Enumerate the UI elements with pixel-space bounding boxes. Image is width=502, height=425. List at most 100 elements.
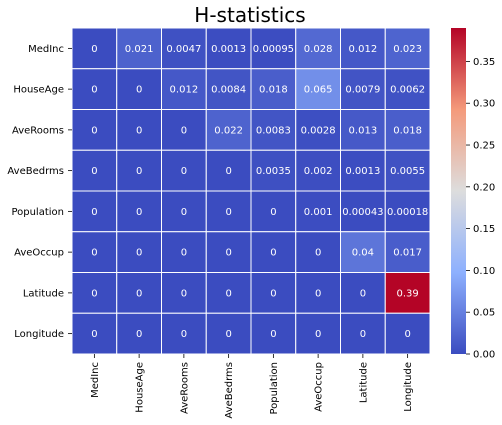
- y-tick-labels: MedInc HouseAge AveRooms AveBedrms Populatio…: [7, 44, 72, 340]
- y-tick-label: AveOccup: [14, 248, 64, 259]
- x-tick-label: Latitude: [358, 362, 369, 403]
- heatmap-cell: [250, 231, 297, 273]
- cell-value-label: 0: [315, 248, 321, 259]
- chart-title: H-statistics: [194, 3, 305, 27]
- cell-value-label: 0.39: [396, 288, 418, 299]
- cell-value-label: 0.023: [393, 44, 422, 55]
- heatmap-cell: [340, 272, 386, 314]
- colorbar-tick-label: 0.05: [473, 308, 495, 319]
- heatmap-cell: [340, 231, 386, 273]
- cell-value-label: 0: [91, 85, 97, 96]
- y-tick-label: MedInc: [28, 44, 64, 55]
- cell-value-label: 0: [181, 248, 187, 259]
- heatmap-cell: [384, 272, 431, 314]
- heatmap-cell: [384, 27, 431, 70]
- cell-value-label: 0.0055: [390, 166, 425, 177]
- heatmap-cell: [384, 68, 431, 110]
- heatmap-cell: [161, 272, 207, 314]
- cell-value-label: 0.012: [170, 85, 199, 96]
- x-tick-label: HouseAge: [135, 362, 146, 413]
- heatmap-cell: [384, 312, 431, 355]
- cell-value-label: 0.0035: [256, 166, 291, 177]
- cell-value-label: 0.001: [304, 207, 333, 218]
- colorbar-tick-label: 0.35: [473, 57, 495, 68]
- heatmap-cell: [116, 109, 162, 151]
- heatmap-cell: [161, 109, 207, 151]
- heatmap-cell: [250, 190, 297, 233]
- cell-value-label: 0.0047: [166, 44, 201, 55]
- heatmap-cell: [295, 68, 341, 110]
- cell-value-label: 0: [360, 288, 366, 299]
- cell-value-label: 0: [404, 329, 410, 340]
- cell-value-label: 0.0083: [256, 125, 291, 136]
- heatmap-cell: [250, 312, 297, 355]
- colorbar-tick-label: 0.25: [473, 141, 495, 152]
- cell-value-label: 0: [91, 207, 97, 218]
- colorbar-tick-label: 0.10: [473, 266, 495, 277]
- heatmap-cell: [71, 27, 118, 70]
- cell-value-label: 0.04: [352, 248, 374, 259]
- cell-value-label: 0: [91, 288, 97, 299]
- cell-value-label: 0.002: [304, 166, 333, 177]
- colorbar-tick-label: 0.00: [473, 350, 495, 361]
- heatmap-cell: [116, 231, 162, 273]
- cell-value-label: 0.0013: [345, 166, 380, 177]
- heatmap-cell: [340, 149, 386, 192]
- colorbar-tick-label: 0.15: [473, 224, 495, 235]
- heatmap-cell: [116, 27, 162, 70]
- cell-value-label: 0.0079: [345, 85, 380, 96]
- cell-value-label: 0: [136, 125, 142, 136]
- cell-value-label: 0: [91, 248, 97, 259]
- heatmap-cell: [205, 109, 252, 151]
- cell-value-label: 0: [181, 329, 187, 340]
- heatmap-cell: [161, 149, 207, 192]
- x-tick-label: AveOccup: [314, 362, 325, 412]
- cell-value-label: 0: [136, 207, 142, 218]
- cell-value-label: 0: [181, 288, 187, 299]
- heatmap-cell: [295, 27, 341, 70]
- y-tick-label: HouseAge: [13, 85, 64, 96]
- cell-value-label: 0.0062: [390, 85, 425, 96]
- cell-value-label: 0.00018: [387, 207, 428, 218]
- heatmap-cells: 0 0.021 0.0047 0.0013 0.00095 0.028 0.012 0.023…: [71, 27, 431, 355]
- cell-value-label: 0.018: [393, 125, 422, 136]
- heatmap-cell: [250, 272, 297, 314]
- x-tick-label: Population: [269, 362, 280, 415]
- colorbar-tick-label: 0.20: [473, 182, 495, 193]
- heatmap-cell: [250, 109, 297, 151]
- heatmap-cell: [161, 231, 207, 273]
- heatmap-cell: [295, 109, 341, 151]
- x-tick-labels: MedInc HouseAge AveRooms AveBedrms Populatio…: [90, 354, 414, 419]
- heatmap-cell: [340, 190, 386, 233]
- cell-value-label: 0: [225, 166, 231, 177]
- cell-value-label: 0: [315, 329, 321, 340]
- cell-value-label: 0: [181, 207, 187, 218]
- heatmap-cell: [250, 149, 297, 192]
- cell-value-label: 0.022: [214, 125, 243, 136]
- cell-value-label: 0: [181, 166, 187, 177]
- heatmap-cell: [71, 272, 118, 314]
- cell-value-label: 0.012: [349, 44, 378, 55]
- cell-value-label: 0.028: [304, 44, 333, 55]
- cell-value-label: 0: [136, 166, 142, 177]
- cell-value-label: 0.0084: [211, 85, 246, 96]
- cell-value-label: 0: [315, 288, 321, 299]
- cell-value-label: 0: [136, 288, 142, 299]
- colorbar-tick-label: 0.30: [473, 99, 495, 110]
- cell-value-label: 0: [91, 166, 97, 177]
- cell-value-label: 0: [270, 207, 276, 218]
- cell-value-label: 0.021: [125, 44, 154, 55]
- heatmap-cell: [205, 68, 252, 110]
- cell-value-label: 0: [270, 288, 276, 299]
- y-tick-label: Latitude: [23, 288, 64, 299]
- cell-value-label: 0: [181, 125, 187, 136]
- heatmap-cell: [116, 68, 162, 110]
- heatmap-cell: [384, 109, 431, 151]
- y-tick-label: AveRooms: [12, 125, 64, 136]
- cell-value-label: 0.013: [349, 125, 378, 136]
- x-tick-label: AveRooms: [179, 362, 190, 414]
- heatmap-cell: [205, 190, 252, 233]
- cell-value-label: 0.065: [304, 85, 333, 96]
- cell-value-label: 0: [136, 329, 142, 340]
